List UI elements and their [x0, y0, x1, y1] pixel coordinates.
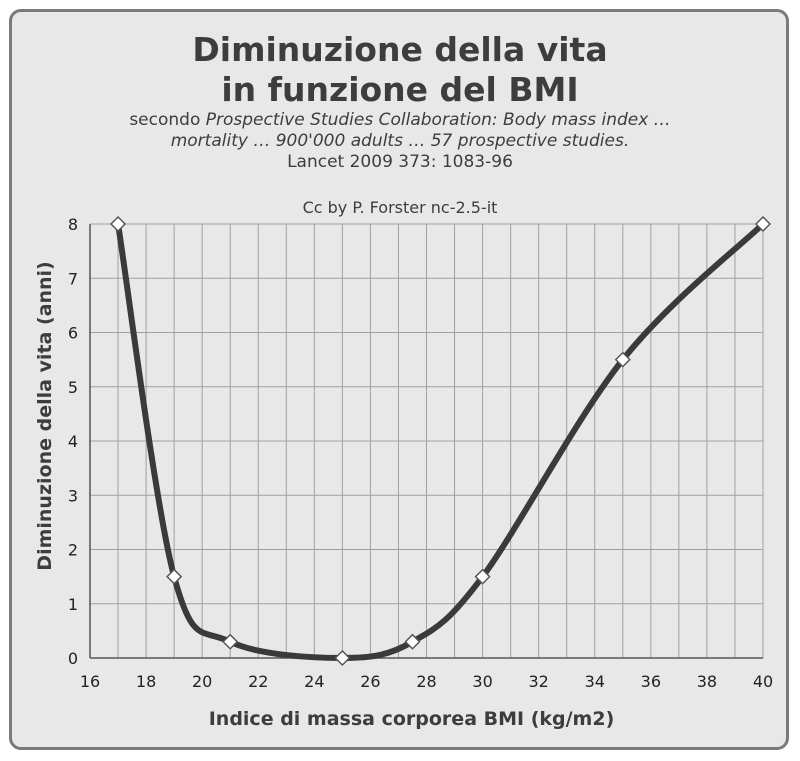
- subtitle-italic1: Prospective Studies Collaboration: Body …: [205, 110, 671, 130]
- y-axis-title: Diminuzione della vita (anni): [34, 261, 56, 570]
- data-point-marker: [474, 568, 491, 585]
- x-tick-label: 38: [697, 672, 717, 691]
- data-point-marker: [754, 215, 772, 233]
- x-tick-label: 18: [136, 672, 156, 691]
- data-point-marker: [404, 633, 421, 650]
- data-point-marker: [166, 568, 183, 585]
- x-tick-label: 20: [192, 672, 212, 691]
- subtitle-italic2: mortality … 900'000 adults … 57 prospect…: [170, 131, 630, 151]
- chart-title-line2: in funzione del BMI: [221, 70, 579, 109]
- y-tick-label: 3: [68, 486, 78, 505]
- x-tick-label: 24: [304, 672, 324, 691]
- x-tick-label: 28: [416, 672, 436, 691]
- data-point-marker: [109, 215, 127, 233]
- x-tick-label: 26: [360, 672, 380, 691]
- subtitle-line3: Lancet 2009 373: 1083-96: [287, 152, 513, 172]
- y-tick-label: 4: [68, 432, 78, 451]
- x-tick-label: 32: [528, 672, 548, 691]
- data-point-marker: [222, 633, 239, 650]
- y-tick-label: 8: [68, 215, 78, 234]
- markers: [109, 215, 772, 667]
- chart-title-line1: Diminuzione della vita: [192, 30, 608, 69]
- x-tick-label: 40: [753, 672, 773, 691]
- x-tick-label: 16: [80, 672, 100, 691]
- chart-credit: Cc by P. Forster nc-2.5-it: [302, 198, 498, 217]
- x-tick-label: 36: [641, 672, 661, 691]
- y-tick-label: 0: [68, 649, 78, 668]
- subtitle-line1: secondo Prospective Studies Collaboratio…: [0, 110, 800, 130]
- x-axis-title: Indice di massa corporea BMI (kg/m2): [209, 708, 615, 730]
- y-tick-label: 1: [68, 595, 78, 614]
- subtitle-line2: mortality … 900'000 adults … 57 prospect…: [0, 131, 800, 151]
- y-tick-label: 6: [68, 324, 78, 343]
- y-tick-label: 2: [68, 541, 78, 560]
- data-point-marker: [614, 351, 631, 368]
- x-tick-label: 30: [472, 672, 492, 691]
- grid: [89, 223, 764, 659]
- subtitle-prefix: secondo: [129, 110, 201, 130]
- x-tick-label: 34: [585, 672, 605, 691]
- y-tick-label: 7: [68, 269, 78, 288]
- data-point-marker: [334, 649, 351, 667]
- x-tick-label: 22: [248, 672, 268, 691]
- y-tick-label: 5: [68, 378, 78, 397]
